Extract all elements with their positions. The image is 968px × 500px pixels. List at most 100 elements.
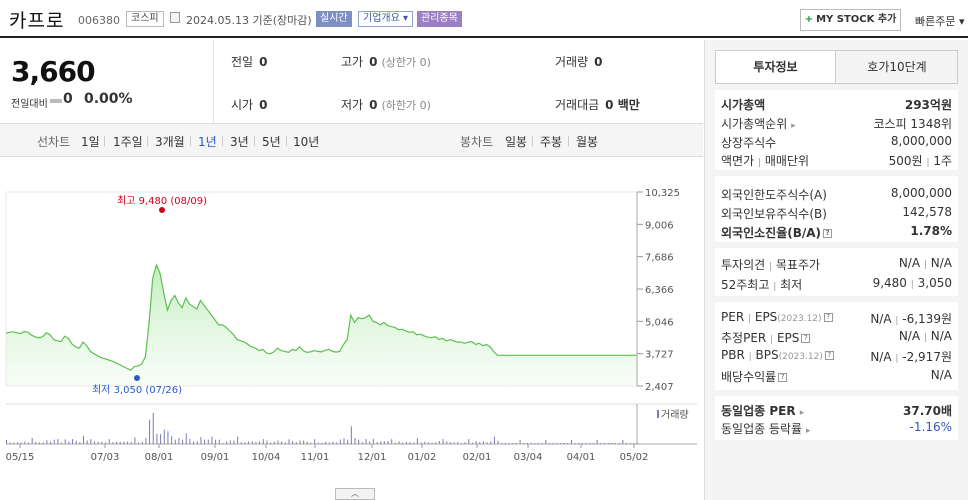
volume-bar xyxy=(563,443,565,444)
volume-bar xyxy=(178,438,180,444)
company-name: 카프로 xyxy=(9,10,65,32)
high-label: 고가 xyxy=(341,55,364,69)
volume-bar xyxy=(28,442,30,444)
divider xyxy=(568,136,569,146)
y-tick-label: 7,686 xyxy=(645,253,674,264)
stock-header: 카프로 006380 코스피 2024.05.13 기준(장마감) 실시간 기업… xyxy=(0,0,968,38)
chart-collapse-button[interactable]: ︿ xyxy=(335,488,375,500)
face-value-label: 액면가 xyxy=(721,154,755,168)
volume-bar xyxy=(501,443,503,444)
week52-high-value: 9,480 xyxy=(872,276,907,290)
listed-shares-value: 8,000,000 xyxy=(890,134,952,148)
volume-bar xyxy=(94,441,96,444)
volume-bar xyxy=(361,442,363,444)
est-per-label: 추정PER xyxy=(721,331,767,345)
period-1d[interactable]: 1일 xyxy=(81,135,100,149)
chart-period-bar: 선차트 1일 1주일 3개월 1년 3년 5년 10년 봉차트 일봉 주봉 월봉 xyxy=(0,124,703,157)
volume-bar xyxy=(46,440,48,444)
help-icon[interactable]: ? xyxy=(801,334,811,343)
volume-bar xyxy=(211,436,213,444)
volume-bar xyxy=(350,426,352,444)
volume-bar xyxy=(391,439,393,444)
volume-bar xyxy=(215,439,217,444)
volume-bar xyxy=(347,439,349,444)
help-icon[interactable]: ? xyxy=(778,373,788,382)
tab-order-book[interactable]: 호가10단계 xyxy=(867,60,927,74)
eps-year: (2023.12) xyxy=(777,314,822,324)
company-info-dropdown[interactable]: 기업개요 ▾ xyxy=(358,11,414,27)
volume-bar xyxy=(336,442,338,444)
period-1w[interactable]: 1주일 xyxy=(113,135,143,149)
volume-bar xyxy=(387,441,389,444)
volume-bar xyxy=(589,443,591,444)
face-value: 500원 xyxy=(888,154,923,168)
volume-bar xyxy=(526,443,528,444)
period-5y[interactable]: 5년 xyxy=(262,135,281,149)
trade-unit: 1주 xyxy=(933,154,952,168)
volume-bar xyxy=(600,443,602,444)
volume-bar xyxy=(570,440,572,444)
volume-bar xyxy=(24,441,26,444)
divider xyxy=(286,136,287,146)
volume-bar xyxy=(50,441,52,444)
candle-monthly[interactable]: 월봉 xyxy=(576,135,599,149)
volume-bar xyxy=(123,441,125,444)
volume-bar xyxy=(277,440,279,444)
y-tick-label: 2,407 xyxy=(645,382,674,393)
volume-bar xyxy=(299,440,301,444)
volume-bar xyxy=(61,442,63,444)
volume-bar xyxy=(380,441,382,444)
volume-bar xyxy=(174,439,176,444)
eps-label: EPS xyxy=(754,310,778,324)
foreign-own-label: 외국인보유주식수(B) xyxy=(721,207,827,221)
candle-weekly[interactable]: 주봉 xyxy=(540,135,563,149)
period-3y[interactable]: 3년 xyxy=(230,135,249,149)
volume-bar xyxy=(185,433,187,444)
candle-daily[interactable]: 일봉 xyxy=(505,135,528,149)
help-icon[interactable]: ? xyxy=(823,229,833,238)
open-price: 시가 0 xyxy=(231,96,267,113)
help-icon[interactable]: ? xyxy=(823,313,833,322)
industry-change-label[interactable]: 동일업종 등락률 xyxy=(721,422,803,436)
volume-bar xyxy=(97,441,99,444)
volume-bar xyxy=(534,443,536,444)
price-chart[interactable]: 10,325 9,006 7,686 6,366 5,046 3,727 2,407 05/… xyxy=(0,160,703,500)
volume-bar xyxy=(35,441,37,444)
volume-bar xyxy=(262,439,264,444)
volume-bar xyxy=(537,443,539,444)
volume-bar xyxy=(182,439,184,444)
volume-bar xyxy=(130,441,132,444)
bps-value: -2,917원 xyxy=(902,350,952,364)
tab-invest-info[interactable]: 투자정보 xyxy=(716,51,836,83)
volume-bar xyxy=(585,443,587,444)
change-percent: 0.00% xyxy=(84,91,133,107)
per-label: PER xyxy=(721,310,745,324)
realtime-button[interactable]: 실시간 xyxy=(316,11,352,27)
trade-unit-label: 매매단위 xyxy=(764,154,809,168)
x-tick-label: 10/04 xyxy=(252,452,281,463)
volume-bar xyxy=(75,441,77,444)
bps-year: (2023.12) xyxy=(778,352,823,362)
period-10y[interactable]: 10년 xyxy=(293,135,320,149)
volume-bar xyxy=(354,438,356,444)
quick-order-button[interactable]: 빠른주문 ▾ xyxy=(915,13,965,29)
low-value: 0 xyxy=(369,98,378,112)
volume-bar xyxy=(435,442,437,444)
est-eps-label: EPS xyxy=(776,331,800,345)
period-3m[interactable]: 3개월 xyxy=(155,135,185,149)
upper-limit: (상한가 0) xyxy=(381,56,431,69)
current-price: 3,660 xyxy=(11,55,96,88)
industry-per-label[interactable]: 동일업종 PER xyxy=(721,404,796,418)
listed-shares-label: 상장주식수 xyxy=(721,136,777,150)
help-icon[interactable]: ? xyxy=(824,351,834,360)
volume-bar xyxy=(449,442,451,444)
volume-bar xyxy=(416,438,418,444)
period-1y[interactable]: 1년 xyxy=(198,135,217,149)
volume-bar xyxy=(145,438,147,444)
opinion-value: N/A xyxy=(898,256,921,270)
volume-bar xyxy=(603,443,605,444)
volume-bar xyxy=(90,439,92,444)
add-my-stock-button[interactable]: + MY STOCK 추가 xyxy=(800,9,901,31)
volume-bar xyxy=(618,443,620,444)
week52-low-value: 3,050 xyxy=(917,276,952,290)
